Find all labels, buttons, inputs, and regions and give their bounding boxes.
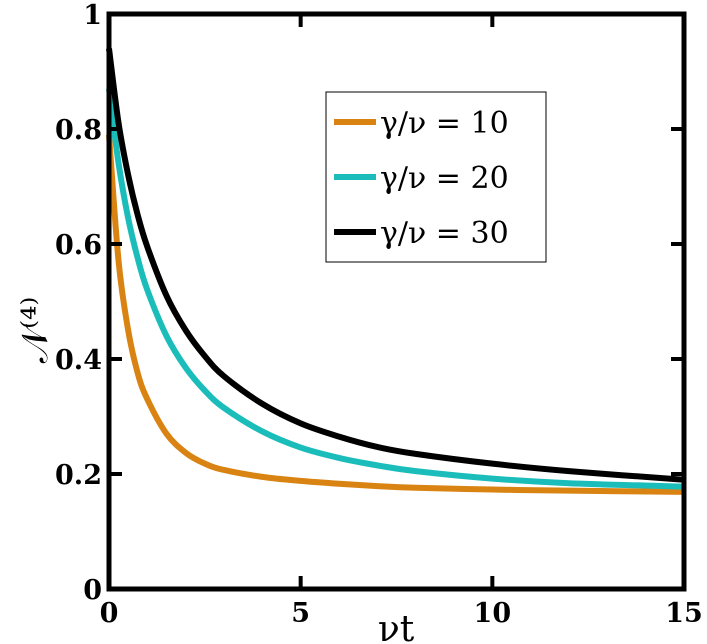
tick-layer: 0 5 10 15 0 0.2 0.4 0.6 0.8 1	[55, 0, 703, 629]
x-tick-label: 5	[291, 598, 310, 629]
y-tick-label: 0	[83, 575, 102, 606]
y-axis-label: 𝒩⁽⁴⁾	[15, 297, 56, 364]
y-tick-label: 1	[83, 0, 102, 31]
x-tick-label: 10	[474, 598, 512, 629]
legend-label-3: γ/ν = 30	[380, 216, 509, 251]
series-line-1	[106, 134, 685, 495]
x-tick-label: 0	[100, 598, 119, 629]
x-tick-label: 15	[665, 598, 703, 629]
legend: γ/ν = 10 γ/ν = 20 γ/ν = 30	[325, 91, 547, 263]
series-line-3	[106, 48, 685, 483]
y-tick-label: 0.2	[55, 460, 102, 491]
series-layer	[106, 48, 685, 495]
legend-label-1: γ/ν = 10	[380, 106, 509, 141]
legend-label-2: γ/ν = 20	[380, 161, 509, 196]
plot-frame	[106, 11, 687, 592]
y-tick-label: 0.8	[55, 115, 102, 146]
x-axis-label: νt	[378, 609, 415, 644]
y-tick-label: 0.6	[55, 230, 102, 261]
series-line-2	[106, 88, 685, 490]
y-tick-label: 0.4	[55, 345, 102, 376]
